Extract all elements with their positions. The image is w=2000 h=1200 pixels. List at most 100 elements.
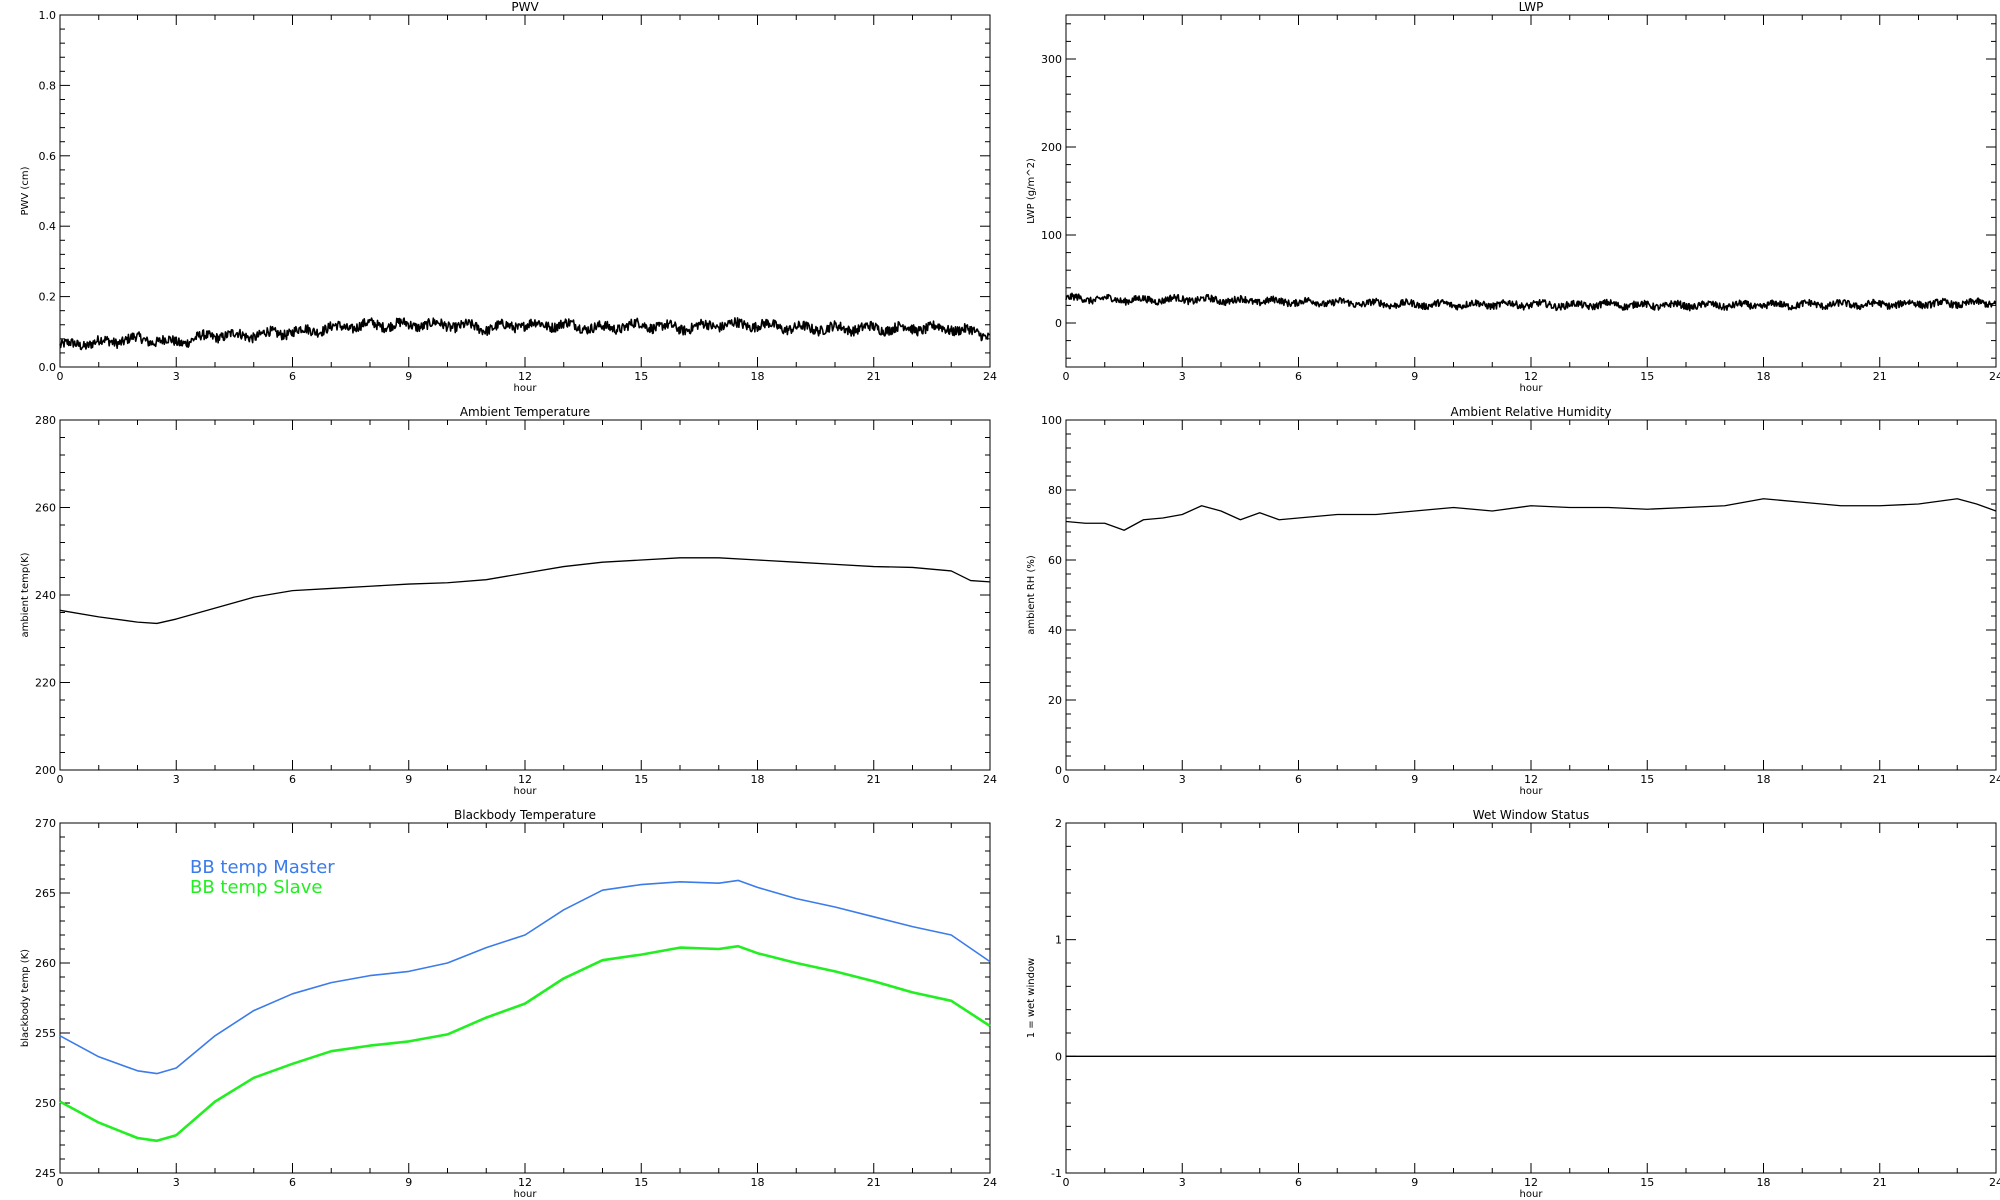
x-tick-label: 0 (1063, 1176, 1070, 1189)
x-tick-label: 21 (1873, 370, 1887, 383)
x-tick-label: 12 (1524, 370, 1538, 383)
chart-title: Ambient Temperature (460, 405, 590, 419)
x-tick-label: 15 (1640, 370, 1654, 383)
series-line-bb-temp-master (59, 879, 991, 1075)
chart-ambient-rh: Ambient Relative Humidity 0 3 6 9 12 15 18 21 24 h… (1026, 405, 2000, 797)
x-tick-label: 21 (867, 370, 881, 383)
series-line (59, 557, 991, 625)
y-tick-label: 0.6 (39, 150, 57, 163)
y-tick-label: 1 (1055, 934, 1062, 947)
x-tick-label: 0 (57, 370, 64, 383)
chart-bb-temp: Blackbody Temperature 0 3 6 9 12 15 18 21 24 hour 2… (20, 808, 997, 1200)
x-tick-label: 15 (634, 773, 648, 786)
y-axis-label: ambient RH (%) (1026, 555, 1037, 635)
x-axis-label: hour (1520, 1189, 1544, 1200)
y-tick-label: 220 (35, 677, 56, 690)
y-tick-label: 0.8 (39, 79, 57, 92)
x-tick-label: 18 (751, 370, 765, 383)
y-axis-label: PWV (cm) (20, 166, 31, 215)
y-tick-label: 0 (1055, 764, 1062, 777)
x-tick-label: 18 (751, 1176, 765, 1189)
series-line (59, 317, 991, 351)
x-tick-label: 21 (867, 1176, 881, 1189)
y-tick-label: 250 (35, 1097, 56, 1110)
x-tick-label: 12 (518, 370, 532, 383)
x-tick-label: 24 (1989, 773, 2000, 786)
x-tick-label: 3 (173, 773, 180, 786)
plot-frame (1065, 419, 1997, 771)
x-tick-label: 0 (1063, 370, 1070, 383)
x-tick-label: 6 (289, 1176, 296, 1189)
y-tick-label: 100 (1041, 229, 1062, 242)
x-tick-label: 9 (1411, 370, 1418, 383)
x-tick-label: 6 (1295, 370, 1302, 383)
x-tick-label: 21 (1873, 773, 1887, 786)
y-tick-label: 200 (1041, 141, 1062, 154)
x-tick-label: 15 (634, 370, 648, 383)
x-tick-label: 24 (983, 773, 997, 786)
x-tick-label: 0 (57, 773, 64, 786)
y-tick-label: 270 (35, 817, 56, 830)
y-axis-label: LWP (g/m^2) (1026, 158, 1037, 224)
y-tick-label: 240 (35, 589, 56, 602)
x-tick-label: 3 (173, 1176, 180, 1189)
y-axis-label: ambient temp(K) (20, 552, 31, 637)
chart-title: LWP (1519, 0, 1544, 14)
x-tick-label: 6 (1295, 773, 1302, 786)
y-tick-label: 245 (35, 1167, 56, 1180)
y-tick-label: 20 (1048, 694, 1062, 707)
x-axis-label: hour (514, 786, 538, 797)
y-tick-label: 0 (1055, 1050, 1062, 1063)
y-tick-label: 0.0 (39, 361, 57, 374)
x-tick-label: 3 (1179, 1176, 1186, 1189)
legend-entry: BB temp Slave (190, 877, 322, 898)
x-tick-label: 12 (1524, 773, 1538, 786)
plot-frame (1065, 14, 1997, 368)
x-tick-label: 9 (1411, 1176, 1418, 1189)
x-tick-label: 24 (983, 370, 997, 383)
x-tick-label: 15 (634, 1176, 648, 1189)
chart-ambient-temp: Ambient Temperature 0 3 6 9 12 15 18 21 24 hour 200… (20, 405, 997, 797)
y-tick-label: 255 (35, 1027, 56, 1040)
y-tick-label: 0 (1055, 317, 1062, 330)
x-tick-label: 3 (1179, 370, 1186, 383)
x-tick-label: 24 (983, 1176, 997, 1189)
x-tick-label: 12 (518, 773, 532, 786)
x-tick-label: 6 (289, 370, 296, 383)
y-tick-label: 1.0 (39, 9, 57, 22)
x-tick-label: 6 (1295, 1176, 1302, 1189)
chart-title: Wet Window Status (1473, 808, 1589, 822)
y-axis-label: 1 = wet window (1026, 958, 1037, 1038)
y-tick-label: 265 (35, 887, 56, 900)
y-tick-label: 200 (35, 764, 56, 777)
x-axis-label: hour (514, 1189, 538, 1200)
chart-title: PWV (511, 0, 539, 14)
x-tick-label: 12 (518, 1176, 532, 1189)
y-axis-label: blackbody temp (K) (20, 949, 31, 1047)
x-tick-label: 21 (1873, 1176, 1887, 1189)
x-tick-label: 18 (1757, 773, 1771, 786)
chart-pwv: PWV 0 3 6 9 12 15 18 21 24 hour 0.0 0.2 0.4 0.6 0.8 1.0 P… (20, 0, 997, 394)
y-tick-label: 300 (1041, 53, 1062, 66)
y-tick-label: 260 (35, 502, 56, 515)
y-tick-label: 100 (1041, 414, 1062, 427)
series-line (1065, 498, 1997, 531)
series-line (1065, 292, 1997, 312)
y-tick-label: 2 (1055, 817, 1062, 830)
y-tick-label: 260 (35, 957, 56, 970)
chart-lwp: LWP 0 3 6 9 12 15 18 21 24 hour 0 100 200 300 LWP (g/m^… (1026, 0, 2000, 394)
x-tick-label: 24 (1989, 370, 2000, 383)
legend-entry: BB temp Master (190, 857, 335, 878)
chart-title: Blackbody Temperature (454, 808, 596, 822)
y-tick-label: 0.2 (39, 291, 57, 304)
series-line-bb-temp-slave (59, 944, 991, 1143)
plot-frame (59, 419, 991, 771)
x-tick-label: 18 (1757, 1176, 1771, 1189)
x-tick-label: 3 (173, 370, 180, 383)
plot-frame (1065, 822, 1997, 1174)
x-tick-label: 3 (1179, 773, 1186, 786)
x-tick-label: 12 (1524, 1176, 1538, 1189)
y-tick-label: 0.4 (39, 220, 57, 233)
x-tick-label: 6 (289, 773, 296, 786)
